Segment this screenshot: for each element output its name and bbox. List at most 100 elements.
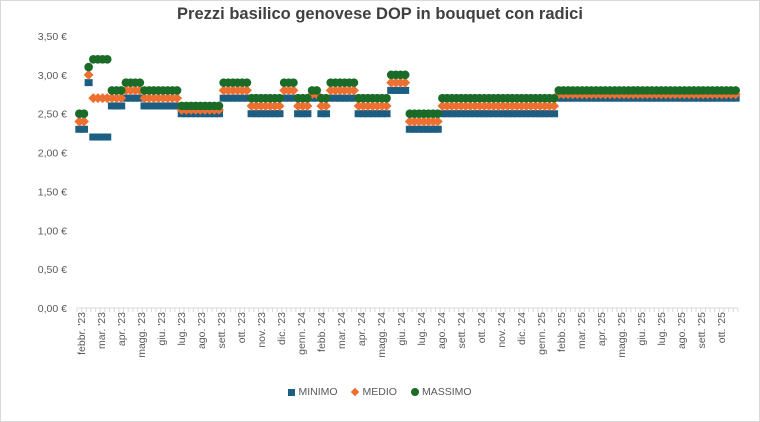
data-point-minimo — [168, 102, 177, 110]
data-point-minimo — [382, 110, 391, 118]
x-tick-label: nov. '24 — [496, 312, 508, 348]
data-point-minimo — [298, 110, 307, 118]
data-point-minimo — [163, 102, 172, 110]
legend-label: MEDIO — [362, 386, 397, 398]
data-point-minimo — [457, 110, 466, 118]
data-point-minimo — [84, 79, 93, 87]
circle-marker-icon — [410, 388, 419, 396]
legend-item-medio: MEDIO — [350, 386, 397, 398]
data-point-massimo — [321, 93, 331, 103]
data-point-massimo — [102, 55, 112, 64]
x-tick-label: mar. '25 — [576, 312, 588, 349]
legend-item-minimo: MINIMO — [288, 386, 338, 398]
data-point-minimo — [517, 110, 526, 118]
data-point-minimo — [336, 94, 345, 102]
chart-title: Prezzi basilico genovese DOP in bouquet … — [177, 5, 583, 23]
x-tick-label: ott. '23 — [236, 312, 248, 343]
data-point-minimo — [443, 110, 452, 118]
data-point-minimo — [410, 125, 419, 133]
y-tick-label: 1,00 € — [38, 225, 67, 237]
x-tick-label: nov. '23 — [256, 312, 268, 348]
y-tick-label: 3,00 € — [38, 70, 67, 82]
x-tick-label: giu. '25 — [636, 312, 648, 346]
data-point-minimo — [242, 94, 251, 102]
data-point-minimo — [219, 94, 228, 102]
data-point-minimo — [494, 110, 503, 118]
data-point-minimo — [345, 94, 354, 102]
data-point-minimo — [154, 102, 163, 110]
y-tick-label: 2,00 € — [38, 148, 67, 160]
data-point-massimo — [549, 93, 559, 103]
x-tick-label: ott. '25 — [716, 312, 728, 343]
data-point-minimo — [103, 133, 112, 141]
data-point-minimo — [280, 94, 289, 102]
data-point-massimo — [242, 78, 252, 87]
legend-label: MASSIMO — [421, 386, 472, 398]
data-point-massimo — [116, 86, 126, 95]
x-tick-label: ago. '25 — [676, 312, 688, 349]
data-point-minimo — [112, 102, 121, 110]
data-point-minimo — [429, 125, 438, 133]
data-point-minimo — [461, 110, 470, 118]
data-point-massimo — [172, 86, 182, 95]
x-tick-label: apr. '23 — [116, 312, 128, 346]
data-point-minimo — [238, 94, 247, 102]
data-point-massimo — [214, 101, 224, 111]
x-tick-label: mar. '24 — [336, 312, 348, 349]
data-point-minimo — [489, 110, 498, 118]
data-point-minimo — [373, 110, 382, 118]
x-tick-label: sett. '24 — [456, 312, 468, 349]
data-point-minimo — [93, 133, 102, 141]
y-tick-label: 2,50 € — [38, 109, 67, 121]
data-point-minimo — [145, 102, 154, 110]
data-point-minimo — [131, 94, 140, 102]
data-point-minimo — [377, 110, 386, 118]
x-tick-label: dic. '23 — [276, 312, 288, 345]
data-point-minimo — [275, 110, 284, 118]
data-point-minimo — [173, 102, 182, 110]
data-point-minimo — [419, 125, 428, 133]
data-point-minimo — [536, 110, 545, 118]
data-point-minimo — [289, 94, 298, 102]
legend-item-massimo: MASSIMO — [410, 386, 472, 398]
data-point-massimo — [400, 70, 410, 80]
data-point-minimo — [359, 110, 368, 118]
x-tick-label: ago. '24 — [436, 312, 448, 349]
data-point-minimo — [438, 110, 447, 118]
data-point-minimo — [270, 110, 279, 118]
data-point-massimo — [382, 93, 391, 103]
data-point-minimo — [256, 110, 265, 118]
data-point-minimo — [526, 110, 535, 118]
x-tick-label: mar. '23 — [96, 312, 108, 349]
data-point-minimo — [261, 110, 270, 118]
data-point-minimo — [522, 110, 531, 118]
x-tick-label: sett. '25 — [696, 312, 708, 349]
data-point-minimo — [550, 110, 559, 118]
x-tick-label: giu. '24 — [396, 312, 408, 346]
data-point-minimo — [470, 110, 479, 118]
data-point-massimo — [79, 109, 89, 119]
data-point-minimo — [503, 110, 512, 118]
data-point-minimo — [498, 110, 507, 118]
data-point-minimo — [331, 94, 340, 102]
data-point-minimo — [480, 110, 489, 118]
data-point-medio — [400, 77, 411, 88]
data-point-minimo — [368, 110, 377, 118]
data-point-minimo — [508, 110, 517, 118]
legend-label: MINIMO — [298, 386, 338, 398]
x-tick-label: febb. '25 — [556, 312, 568, 352]
data-point-massimo — [303, 93, 312, 103]
square-marker-icon — [288, 388, 296, 396]
data-point-minimo — [512, 110, 521, 118]
data-point-minimo — [340, 94, 349, 102]
data-point-minimo — [452, 110, 461, 118]
data-point-minimo — [107, 102, 116, 110]
data-point-minimo — [266, 110, 275, 118]
data-point-minimo — [354, 110, 363, 118]
x-tick-label: lug. '25 — [656, 312, 668, 346]
data-point-minimo — [75, 125, 84, 133]
data-point-minimo — [233, 94, 242, 102]
data-point-minimo — [303, 110, 312, 118]
data-point-medio — [288, 85, 299, 96]
